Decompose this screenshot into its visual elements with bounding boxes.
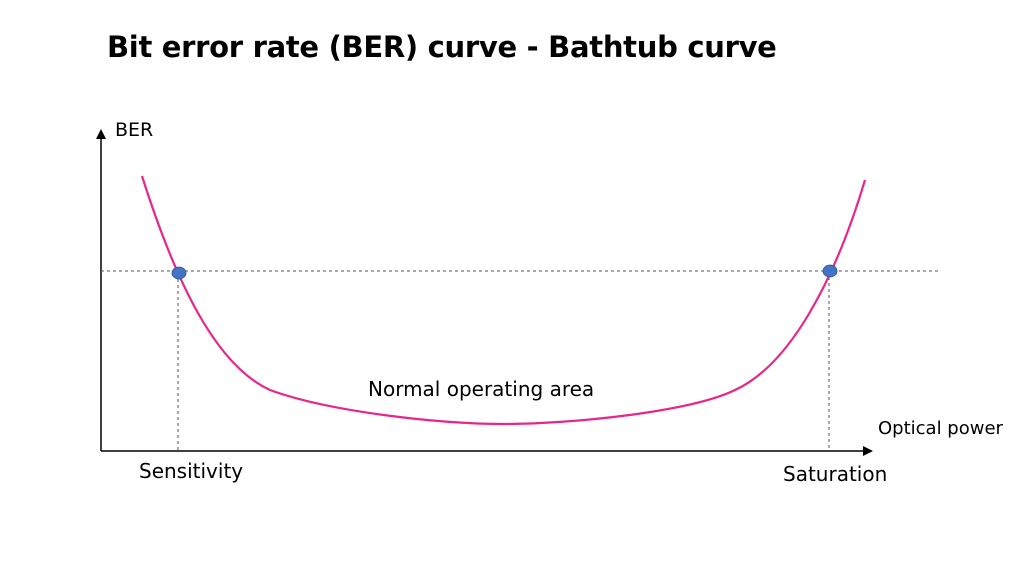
diagram-title: Bit error rate (BER) curve - Bathtub cur… — [107, 30, 777, 64]
y-axis-label: BER — [115, 119, 153, 141]
ber-curve — [140, 175, 867, 426]
x-axis-label: Optical power — [878, 418, 1004, 439]
sensitivity-point — [171, 266, 187, 280]
region-label: Normal operating area — [368, 377, 594, 401]
saturation-label: Saturation — [783, 462, 887, 486]
saturation-point — [822, 264, 838, 278]
sensitivity-label: Sensitivity — [139, 459, 243, 483]
